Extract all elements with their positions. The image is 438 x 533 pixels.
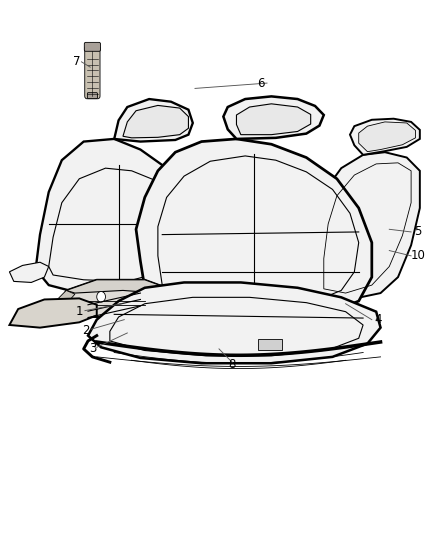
Text: 8: 8 [228, 358, 236, 372]
Polygon shape [237, 104, 311, 135]
Text: 7: 7 [73, 55, 81, 68]
FancyBboxPatch shape [87, 93, 97, 99]
Text: 10: 10 [410, 249, 425, 262]
FancyBboxPatch shape [84, 42, 100, 51]
Polygon shape [53, 290, 75, 309]
Polygon shape [350, 119, 420, 155]
Circle shape [97, 292, 106, 302]
Polygon shape [88, 282, 381, 364]
Polygon shape [311, 152, 420, 300]
Polygon shape [114, 99, 193, 142]
Text: 3: 3 [89, 342, 96, 356]
Text: 4: 4 [374, 313, 382, 326]
Text: 2: 2 [82, 324, 90, 337]
Text: 1: 1 [75, 305, 83, 318]
Polygon shape [359, 122, 416, 152]
Polygon shape [136, 139, 372, 317]
Polygon shape [66, 280, 166, 293]
Polygon shape [10, 298, 97, 328]
Polygon shape [10, 262, 49, 282]
Polygon shape [35, 139, 193, 296]
Polygon shape [223, 96, 324, 139]
Text: 6: 6 [257, 77, 264, 90]
Polygon shape [123, 106, 188, 138]
Polygon shape [57, 280, 175, 317]
Bar [258, 339, 283, 351]
Text: 5: 5 [414, 225, 421, 238]
FancyBboxPatch shape [85, 46, 100, 99]
